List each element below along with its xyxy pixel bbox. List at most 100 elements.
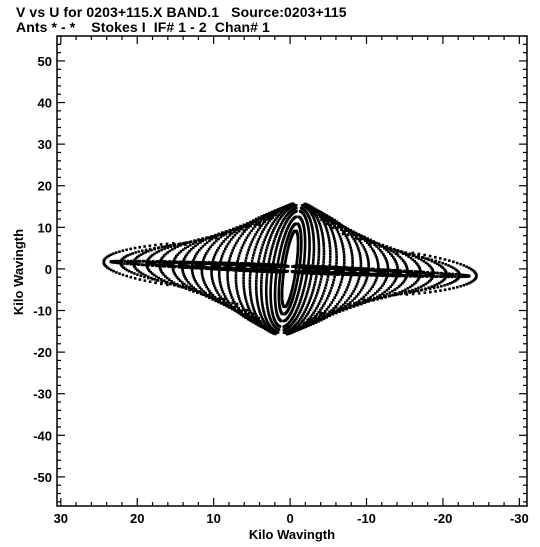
uv-point xyxy=(414,287,417,291)
uv-point xyxy=(326,221,330,225)
uv-point xyxy=(265,281,268,285)
uv-point xyxy=(251,303,254,307)
uv-point xyxy=(255,218,259,222)
uv-point xyxy=(376,262,380,266)
uv-point xyxy=(401,289,404,293)
uv-point xyxy=(283,245,287,249)
uv-point xyxy=(237,307,240,311)
uv-point xyxy=(206,287,210,291)
uv-point xyxy=(176,261,180,264)
uv-point xyxy=(325,316,328,319)
uv-point xyxy=(183,275,186,278)
uv-point xyxy=(260,300,264,303)
uv-point xyxy=(255,243,259,246)
uv-point xyxy=(136,268,139,272)
uv-point xyxy=(265,298,268,302)
uv-point xyxy=(293,275,297,278)
uv-point xyxy=(282,209,285,212)
uv-point xyxy=(362,284,366,287)
uv-point xyxy=(263,257,266,260)
uv-point xyxy=(162,245,166,249)
uv-point xyxy=(300,275,304,279)
uv-point xyxy=(353,287,357,291)
uv-point xyxy=(272,332,275,335)
uv-point xyxy=(269,288,272,291)
uv-point xyxy=(248,245,251,249)
uv-point xyxy=(403,278,407,282)
uv-point xyxy=(205,266,209,269)
uv-point xyxy=(385,288,389,292)
uv-point xyxy=(424,274,428,277)
y-tick-label: 50 xyxy=(38,54,52,69)
uv-point xyxy=(364,250,368,254)
uv-point xyxy=(205,252,208,255)
uv-point xyxy=(304,276,308,280)
uv-point xyxy=(439,257,442,260)
uv-point xyxy=(271,314,275,317)
uv-point xyxy=(217,270,221,274)
uv-point xyxy=(175,276,179,279)
uv-point xyxy=(244,225,248,229)
uv-point xyxy=(146,275,150,278)
uv-point xyxy=(387,247,390,251)
uv-point xyxy=(388,269,391,273)
uv-point xyxy=(282,328,286,332)
uv-point xyxy=(242,282,245,285)
uv-point xyxy=(431,268,434,272)
uv-point xyxy=(439,275,442,278)
uv-point xyxy=(241,314,245,318)
uv-point xyxy=(404,291,407,294)
uv-point xyxy=(269,236,272,239)
uv-point xyxy=(323,302,326,305)
uv-point xyxy=(302,286,306,290)
uv-point xyxy=(307,287,310,291)
uv-point xyxy=(279,215,283,219)
uv-point xyxy=(385,248,388,252)
uv-point xyxy=(327,223,331,227)
uv-point xyxy=(373,297,376,300)
uv-point xyxy=(295,280,299,284)
uv-point xyxy=(375,256,378,259)
uv-point xyxy=(208,295,212,299)
uv-point xyxy=(217,237,220,241)
uv-point xyxy=(230,263,234,267)
uv-point xyxy=(187,265,190,268)
uv-point xyxy=(181,283,185,287)
uv-point xyxy=(407,289,411,293)
uv-point xyxy=(309,315,313,319)
uv-point xyxy=(465,275,468,278)
uv-point xyxy=(286,265,290,268)
uv-point xyxy=(300,242,303,246)
uv-point xyxy=(462,283,466,287)
uv-point xyxy=(211,293,215,297)
uv-point xyxy=(164,281,168,285)
uv-point xyxy=(137,270,141,273)
uv-point xyxy=(303,284,306,287)
uv-point xyxy=(203,243,207,246)
uv-point xyxy=(459,284,463,288)
uv-point xyxy=(278,235,282,238)
uv-point xyxy=(399,283,403,287)
uv-point xyxy=(326,312,329,316)
uv-point xyxy=(133,277,137,280)
uv-point xyxy=(260,316,264,319)
uv-point xyxy=(290,270,294,273)
uv-point xyxy=(314,213,317,217)
uv-point xyxy=(188,288,191,292)
uv-point xyxy=(149,255,153,258)
uv-point xyxy=(303,235,307,238)
uv-point xyxy=(299,308,303,311)
uv-point xyxy=(365,253,369,256)
uv-point xyxy=(182,259,185,262)
uv-point xyxy=(253,248,257,252)
uv-point xyxy=(123,267,127,271)
uv-point xyxy=(286,206,290,209)
uv-point xyxy=(417,252,421,256)
uv-point xyxy=(430,259,434,263)
uv-point xyxy=(314,320,318,324)
uv-point xyxy=(257,307,261,311)
uv-point xyxy=(294,284,298,287)
uv-point xyxy=(249,296,253,299)
uv-point xyxy=(260,224,263,227)
uv-point xyxy=(231,235,235,239)
